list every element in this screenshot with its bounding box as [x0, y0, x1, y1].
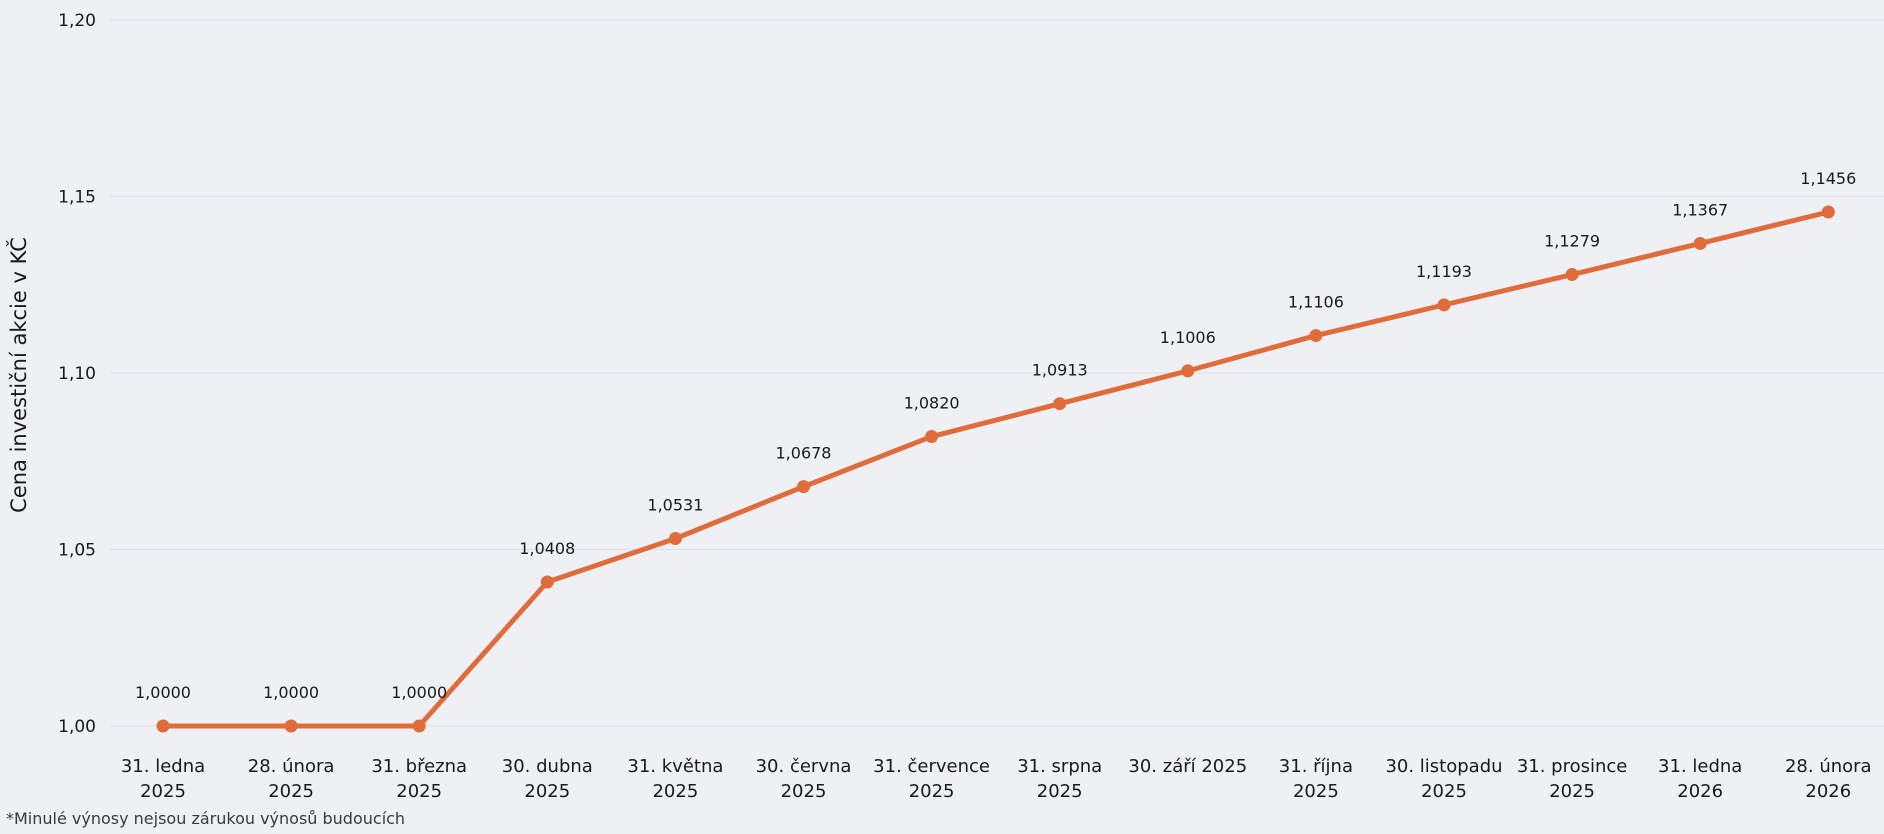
data-point [1309, 329, 1323, 343]
data-label: 1,0913 [1032, 361, 1088, 380]
y-tick-label: 1,00 [58, 717, 96, 737]
y-tick-label: 1,20 [58, 11, 96, 31]
x-tick-label: 31. července [873, 756, 990, 777]
gridlines [110, 19, 1884, 727]
x-tick-label: 2025 [909, 781, 955, 802]
data-point [1693, 236, 1707, 250]
x-axis-ticks: 31. ledna 2025 28. února 2025 31. března 2025… [121, 756, 1872, 802]
data-label: 1,1279 [1544, 232, 1600, 251]
y-tick-label: 1,15 [58, 188, 96, 208]
x-tick-label: 2026 [1677, 781, 1723, 802]
x-tick-label: 2025 [268, 781, 314, 802]
x-tick-label: 31. října [1279, 756, 1353, 777]
x-tick-label: 31. prosince [1517, 756, 1628, 777]
x-tick-label: 31. srpna [1017, 756, 1102, 777]
data-point [1053, 397, 1067, 411]
x-tick-label: 2025 [396, 781, 442, 802]
x-tick-label: 2025 [1421, 781, 1467, 802]
data-label: 1,0000 [135, 683, 191, 702]
x-tick-label: 2025 [140, 781, 186, 802]
x-tick-label: 2025 [1037, 781, 1083, 802]
data-label: 1,0531 [647, 496, 703, 515]
data-labels: 1,0000 1,0000 1,0000 1,0408 1,0531 1,0678 1,08… [135, 169, 1856, 702]
data-point [925, 430, 939, 444]
data-point [284, 719, 298, 733]
x-tick-label: 30. dubna [502, 756, 593, 777]
x-tick-label: 30. září 2025 [1128, 756, 1247, 777]
data-label: 1,1106 [1288, 293, 1344, 312]
data-points [156, 205, 1835, 733]
x-tick-label: 31. března [371, 756, 467, 777]
x-tick-label: 28. února [248, 756, 335, 777]
y-tick-label: 1,10 [58, 364, 96, 384]
x-tick-label: 2025 [1293, 781, 1339, 802]
data-point [1181, 364, 1195, 378]
x-tick-label: 2025 [524, 781, 570, 802]
y-tick-label: 1,05 [58, 541, 96, 561]
footnote: *Minulé výnosy nejsou zárukou výnosů bud… [6, 809, 406, 828]
y-axis-label: Cena investiční akcie v KČ [6, 237, 31, 513]
x-tick-label: 2025 [652, 781, 698, 802]
data-point [1821, 205, 1835, 219]
data-point [797, 480, 810, 494]
data-point [540, 575, 554, 589]
data-label: 1,0678 [776, 444, 832, 463]
x-tick-label: 2025 [1549, 781, 1595, 802]
data-label: 1,0000 [391, 683, 447, 702]
data-point [1437, 298, 1451, 312]
data-label: 1,1367 [1672, 200, 1728, 219]
data-label: 1,1456 [1800, 169, 1856, 188]
data-point [412, 719, 426, 733]
x-tick-label: 30. června [756, 756, 852, 777]
series-line-layer [160, 209, 1831, 729]
data-point [668, 532, 682, 546]
data-label: 1,0000 [263, 683, 319, 702]
data-label: 1,0820 [904, 394, 960, 413]
y-axis-ticks: 1,00 1,05 1,10 1,15 1,20 [58, 11, 96, 737]
data-point [156, 719, 170, 733]
data-label: 1,1006 [1160, 328, 1216, 347]
x-tick-label: 28. února [1785, 756, 1872, 777]
x-tick-label: 2025 [781, 781, 827, 802]
data-label: 1,1193 [1416, 262, 1472, 281]
x-tick-label: 31. května [627, 756, 723, 777]
series-line [160, 209, 1831, 729]
x-tick-label: 31. ledna [121, 756, 205, 777]
x-tick-label: 31. ledna [1658, 756, 1742, 777]
x-tick-label: 30. listopadu [1385, 756, 1502, 777]
data-point [1565, 268, 1579, 282]
x-tick-label: 2026 [1805, 781, 1851, 802]
data-label: 1,0408 [519, 539, 575, 558]
